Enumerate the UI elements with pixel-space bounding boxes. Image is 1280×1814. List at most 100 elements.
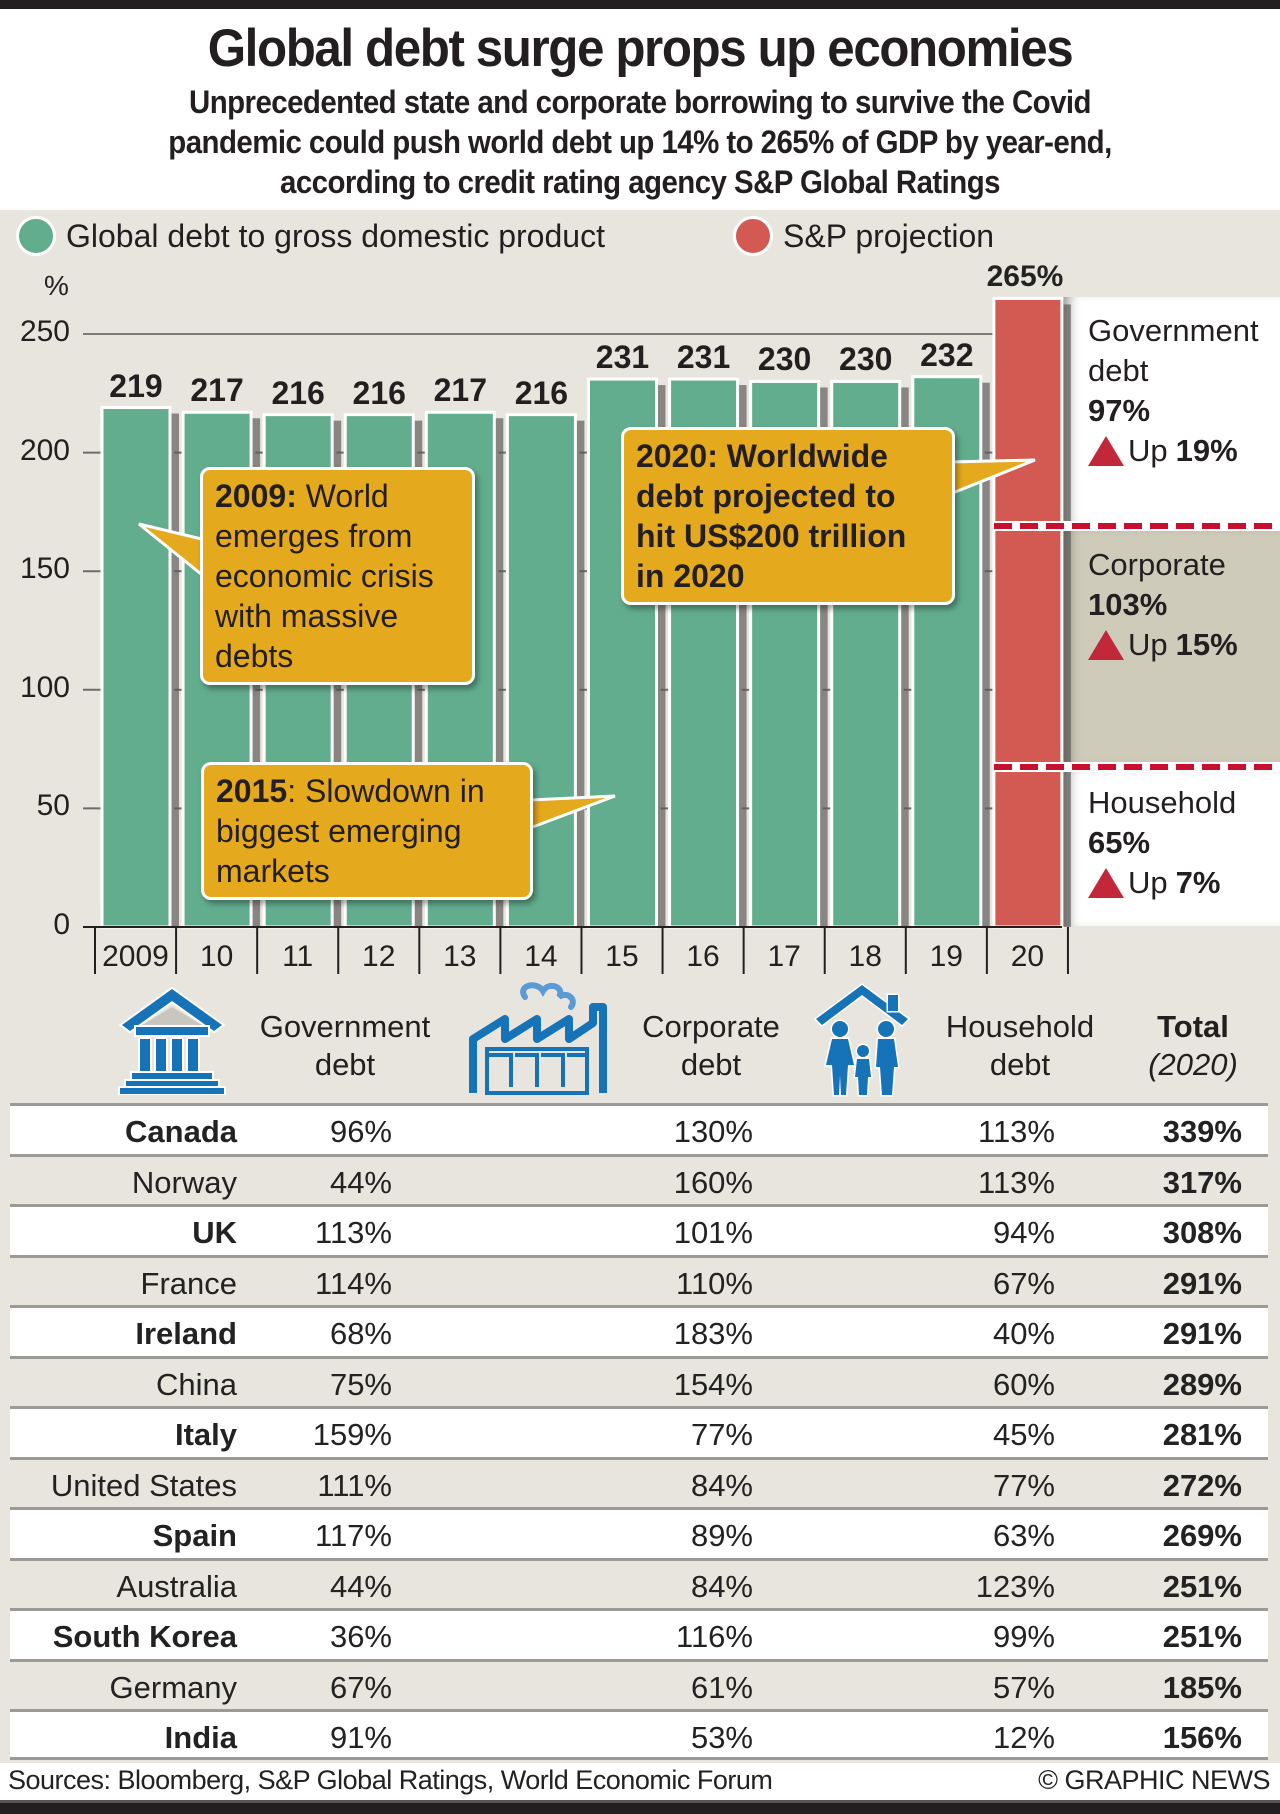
total-debt-value: 289% (1162, 1366, 1242, 1402)
x-tick-label: 16 (686, 940, 720, 973)
x-tick-label: 11 (282, 940, 314, 973)
legend-label-history: Global debt to gross domestic product (66, 217, 605, 254)
total-debt-value: 339% (1162, 1114, 1242, 1149)
bar-value-label: 232 (920, 336, 974, 373)
household-debt-value: 94% (992, 1215, 1055, 1250)
total-debt-value: 185% (1162, 1669, 1242, 1705)
bar-value-label: 231 (595, 339, 650, 376)
x-tick-label: 15 (605, 940, 639, 973)
bar-value-label: 230 (839, 341, 893, 378)
change-label: Up (1128, 865, 1168, 900)
government-debt-value: 159% (312, 1417, 392, 1452)
column-header-line: debt (314, 1047, 376, 1082)
bar-value-label: 217 (433, 372, 487, 409)
y-tick-label: 250 (19, 315, 70, 348)
subtitle-line: Unprecedented state and corporate borrow… (188, 84, 1092, 120)
country-name: United States (50, 1467, 237, 1503)
bar-value-label: 217 (190, 372, 244, 409)
bar-projection-20 (992, 296, 1064, 929)
household-debt-value: 77% (992, 1467, 1055, 1503)
corporate-debt-value: 77% (690, 1417, 753, 1452)
household-debt-value: 40% (992, 1316, 1055, 1351)
column-header-line: Total (1157, 1009, 1229, 1044)
top-bar (0, 0, 1280, 9)
total-debt-value: 291% (1162, 1265, 1242, 1301)
household-debt-value: 57% (992, 1669, 1055, 1705)
column-header-sub: (2020) (1148, 1047, 1238, 1082)
x-tick-label: 17 (767, 940, 801, 973)
government-debt-value: 36% (329, 1619, 392, 1654)
bar-shadow (494, 418, 504, 927)
government-debt-value: 114% (315, 1265, 392, 1301)
y-tick-label: 100 (19, 670, 70, 704)
total-debt-value: 317% (1162, 1164, 1242, 1200)
change-value: 15% (1175, 627, 1238, 662)
x-tick-label: 12 (362, 940, 396, 973)
change-label: Up (1128, 627, 1168, 662)
callout-2015-text: markets (216, 853, 330, 889)
breakdown-value: 97% (1088, 393, 1151, 428)
breakdown-label: Household (1088, 785, 1237, 820)
y-tick-label: 50 (36, 789, 70, 823)
column-header-household: Household debt (925, 1008, 1115, 1084)
country-name: India (164, 1720, 237, 1755)
legend-swatch-projection (733, 216, 773, 256)
table-row: China 75% 154% 60% 289% (10, 1355, 1268, 1406)
total-debt-value: 308% (1162, 1215, 1242, 1250)
corporate-debt-value: 101% (673, 1215, 753, 1250)
table-row: Spain 117% 89% 63% 269% (10, 1507, 1268, 1558)
bar-shadow (737, 385, 747, 927)
legend-item-projection: S&P projection (733, 214, 994, 258)
table-row: South Korea 36% 116% 99% 251% (10, 1608, 1268, 1659)
callout-2009-text: debts (215, 638, 294, 674)
table-row: Germany 67% 61% 57% 185% (10, 1658, 1268, 1709)
bar-shadow (656, 385, 666, 927)
callout-2015-text: : Slowdown in (287, 773, 485, 809)
bar-value-label: 216 (352, 374, 406, 411)
callout-2020-text: in 2020 (636, 558, 745, 594)
callout-2009-text: World (296, 478, 389, 514)
column-header-government: Government debt (245, 1008, 445, 1084)
corporate-debt-value: 84% (690, 1568, 753, 1604)
household-debt-value: 99% (992, 1619, 1055, 1654)
dashed-divider-household (994, 762, 1280, 772)
bar-2009 (100, 406, 172, 929)
table-row: Italy 159% 77% 45% 281% (10, 1406, 1268, 1457)
table-row: Norway 44% 160% 113% 317% (10, 1153, 1268, 1204)
up-arrow-icon (1088, 630, 1124, 660)
callout-2020: 2020: Worldwide debt projected to hit US… (621, 427, 955, 605)
breakdown-label: Corporate (1088, 547, 1226, 582)
government-debt-value: 44% (329, 1164, 392, 1200)
total-debt-value: 272% (1162, 1467, 1242, 1503)
change-value: 7% (1175, 865, 1221, 900)
country-name: Italy (174, 1417, 237, 1452)
country-debt-table: Canada 96% 130% 113% 339% Norway 44% 160% 113% 31… (10, 1103, 1268, 1760)
y-axis-unit: % (44, 270, 69, 301)
panel-government (1062, 297, 1280, 523)
country-name: Ireland (135, 1316, 237, 1351)
government-debt-value: 91% (329, 1720, 392, 1755)
corporate-debt-value: 89% (690, 1518, 753, 1553)
corporate-debt-value: 130% (673, 1114, 753, 1149)
total-debt-value: 269% (1162, 1518, 1242, 1553)
country-name: France (140, 1265, 237, 1301)
government-debt-value: 75% (329, 1366, 392, 1402)
x-tick-label: 14 (524, 940, 558, 973)
dashed-divider-corporate (994, 521, 1280, 531)
country-name: Germany (109, 1669, 237, 1705)
corporate-debt-value: 61% (690, 1669, 753, 1705)
table-row: Canada 96% 130% 113% 339% (10, 1103, 1268, 1154)
callout-2020-text: debt projected to (636, 478, 896, 514)
panel-household (1062, 772, 1280, 926)
country-name: UK (192, 1215, 237, 1250)
government-debt-value: 68% (329, 1316, 392, 1351)
column-header-line: Household (945, 1009, 1095, 1044)
total-debt-value: 156% (1162, 1720, 1242, 1755)
household-debt-value: 123% (975, 1568, 1055, 1604)
x-tick-label: 2009 (102, 940, 169, 973)
breakdown-label: Government (1088, 313, 1259, 348)
factory-icon (469, 982, 607, 1095)
subtitle: Unprecedented state and corporate borrow… (0, 82, 1280, 202)
country-name: Canada (125, 1114, 237, 1149)
bar-shadow (1061, 304, 1071, 927)
